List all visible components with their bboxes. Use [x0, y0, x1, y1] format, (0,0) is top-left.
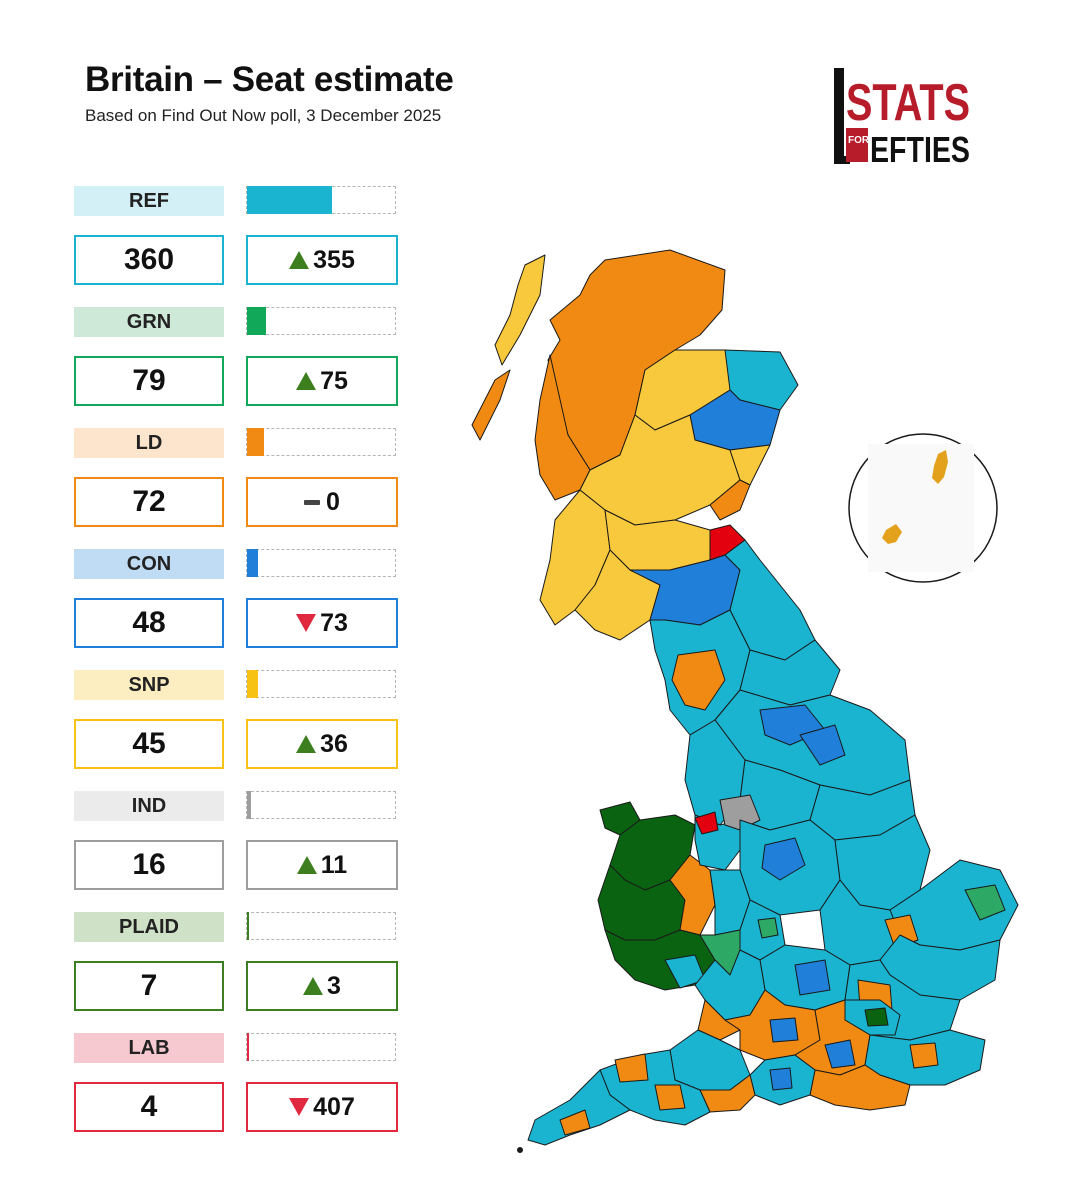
region-london-grn	[864, 1007, 889, 1027]
seat-share-fill	[247, 911, 249, 940]
region-fife	[709, 479, 751, 521]
britain-constituency-map	[471, 249, 1019, 1153]
seat-change-value: 0	[326, 487, 340, 516]
party-row-snp: SNP 45 36	[74, 669, 400, 791]
region-norwich-grn	[964, 884, 1006, 921]
region-leeds-cons	[799, 724, 846, 766]
party-row-ind: IND 16 11	[74, 790, 400, 912]
seat-share-bar	[246, 548, 396, 577]
northern-isles-inset	[848, 433, 998, 583]
seat-change-value: 36	[320, 729, 348, 758]
change-arrow-icon	[296, 856, 317, 874]
region-west-highlands	[534, 354, 591, 501]
seat-count: 360	[74, 235, 224, 285]
region-kent-ld	[909, 1042, 939, 1069]
seat-change: 11	[246, 840, 398, 890]
seat-change: 3	[246, 961, 398, 1011]
region-oxford-con	[794, 959, 831, 996]
region-exeter	[654, 1084, 686, 1111]
seat-change-value: 75	[320, 366, 348, 395]
seat-change-value: 73	[320, 608, 348, 637]
seat-count: 48	[74, 598, 224, 648]
seat-change-value: 11	[320, 850, 348, 879]
seat-count: 45	[74, 719, 224, 769]
party-label: CON	[74, 549, 224, 579]
shetland-islands	[932, 450, 948, 484]
region-cornwall	[527, 1069, 631, 1146]
seat-share-bar	[246, 911, 396, 940]
seat-share-fill	[247, 306, 266, 335]
region-sussex	[809, 1064, 911, 1111]
seat-count: 79	[74, 356, 224, 406]
region-western-isles	[494, 254, 546, 366]
region-skye	[471, 369, 511, 441]
page-title: Britain – Seat estimate	[85, 60, 454, 99]
party-label: PLAID	[74, 912, 224, 942]
party-row-ld: LD 72 0	[74, 427, 400, 549]
party-label: IND	[74, 791, 224, 821]
seat-change: 73	[246, 598, 398, 648]
seat-change: 355	[246, 235, 398, 285]
change-arrow-icon	[296, 735, 317, 753]
party-label: REF	[74, 186, 224, 216]
seat-change: 75	[246, 356, 398, 406]
seat-share-fill	[247, 790, 251, 819]
seat-share-bar	[246, 306, 396, 335]
page-subtitle: Based on Find Out Now poll, 3 December 2…	[85, 106, 442, 125]
seat-share-bar	[246, 1032, 396, 1061]
seat-change: 407	[246, 1082, 398, 1132]
seat-share-bar	[246, 427, 396, 456]
region-brum-greens	[757, 917, 779, 939]
party-label: LD	[74, 428, 224, 458]
party-row-ref: REF 360 355	[74, 185, 400, 307]
region-lake-district	[671, 649, 726, 711]
svg-text:FOR: FOR	[848, 135, 870, 146]
seat-change-value: 355	[313, 245, 355, 274]
change-arrow-icon	[289, 251, 310, 269]
change-arrow-icon	[296, 372, 317, 390]
seat-count: 4	[74, 1082, 224, 1132]
region-powys	[669, 854, 716, 936]
seat-count: 7	[74, 961, 224, 1011]
seat-change-value: 407	[313, 1092, 355, 1121]
seat-share-fill	[247, 1032, 249, 1061]
stats-for-lefties-logo: STATS FOR EFTIES	[834, 68, 970, 166]
seat-change-value: 3	[327, 971, 341, 1000]
seat-share-fill	[247, 185, 332, 214]
seat-share-bar	[246, 669, 396, 698]
region-liverpool	[694, 811, 719, 835]
seat-share-fill	[247, 427, 264, 456]
party-row-lab: LAB 4 407	[74, 1032, 400, 1154]
change-arrow-icon	[296, 614, 317, 632]
region-somerset	[669, 1029, 751, 1091]
svg-text:EFTIES: EFTIES	[870, 129, 970, 166]
region-hants-con	[769, 1067, 793, 1091]
change-arrow-icon	[289, 1098, 310, 1116]
svg-text:STATS: STATS	[846, 74, 970, 132]
party-row-plaid: PLAID 7 3	[74, 911, 400, 1033]
region-surrey-con	[824, 1039, 856, 1069]
seat-change: 0	[246, 477, 398, 527]
seat-share-fill	[247, 548, 258, 577]
party-row-con: CON 48 73	[74, 548, 400, 670]
region-cornwall-ld	[559, 1109, 591, 1136]
change-arrow-icon	[303, 977, 324, 995]
party-row-grn: GRN 79 75	[74, 306, 400, 428]
region-wilts-con	[769, 1017, 799, 1043]
region-derby-con	[761, 837, 806, 881]
region-north-devon	[614, 1053, 649, 1083]
party-label: SNP	[74, 670, 224, 700]
orkney-islands	[882, 524, 902, 544]
seat-change: 36	[246, 719, 398, 769]
seat-share-fill	[247, 669, 258, 698]
change-arrow-icon	[304, 499, 321, 505]
region-isles-of-scilly	[517, 1147, 523, 1153]
seat-share-bar	[246, 185, 396, 214]
seat-count: 16	[74, 840, 224, 890]
party-label: LAB	[74, 1033, 224, 1063]
seat-share-bar	[246, 790, 396, 819]
region-bristol	[697, 999, 741, 1041]
party-label: GRN	[74, 307, 224, 337]
seat-count: 72	[74, 477, 224, 527]
